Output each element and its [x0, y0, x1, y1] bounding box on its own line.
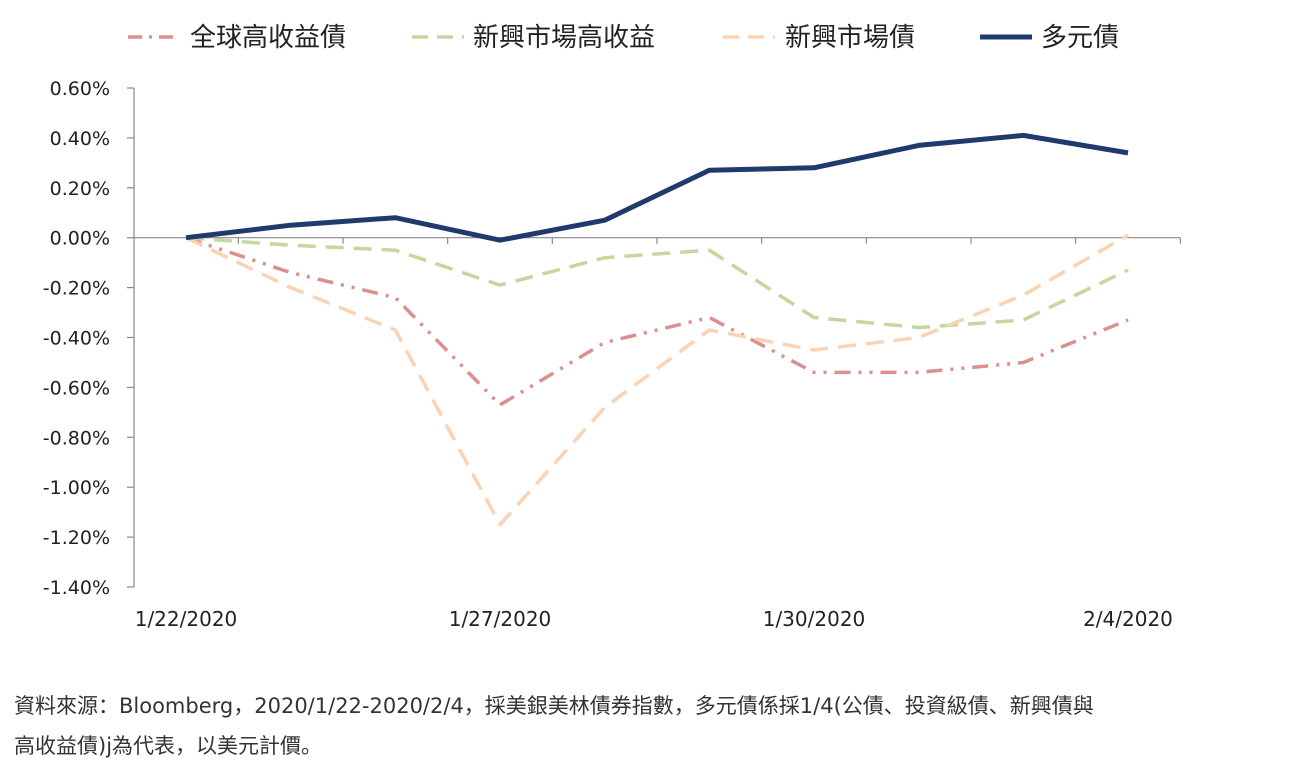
line-chart: 全球高收益債 新興市場高收益 新興市場債 多元債 0.60% 0.40% 0.20% 0.0…	[43, 23, 1181, 631]
legend-label: 新興市場債	[785, 23, 915, 53]
source-footnote: 資料來源：Bloomberg，2020/1/22-2020/2/4，採美銀美林債…	[14, 686, 1304, 766]
series-4	[185, 132, 1129, 243]
series-line	[185, 233, 1129, 527]
footnote-line-1: 資料來源：Bloomberg，2020/1/22-2020/2/4，採美銀美林債…	[14, 694, 1094, 718]
y-tick-label: -0.20%	[43, 278, 110, 300]
x-tick-label: 1/30/2020	[763, 607, 866, 631]
series-line	[185, 235, 1129, 330]
legend-item: 多元債	[980, 23, 1119, 53]
axes	[133, 88, 1180, 587]
x-tick-label: 1/27/2020	[449, 607, 552, 631]
y-tick-label: -0.80%	[43, 427, 110, 449]
series-1	[185, 236, 1129, 407]
legend: 全球高收益債 新興市場高收益 新興市場債 多元債	[128, 23, 1119, 53]
series-2	[185, 235, 1129, 330]
y-tick-label: 0.60%	[50, 78, 110, 100]
series-3	[185, 233, 1129, 527]
x-tick-label: 1/22/2020	[135, 607, 238, 631]
legend-item: 全球高收益債	[128, 23, 346, 53]
y-axis-ticks: 0.60% 0.40% 0.20% 0.00% -0.20% -0.40% -0.60% -0…	[43, 78, 134, 599]
series-line	[185, 236, 1129, 407]
y-tick-label: -1.40%	[43, 577, 110, 599]
y-tick-label: -0.60%	[43, 377, 110, 399]
legend-item: 新興市場債	[723, 23, 915, 53]
footnote-line-2: 高收益債)j為代表，以美元計價。	[14, 734, 323, 758]
x-axis-ticks: 1/22/2020 1/27/2020 1/30/2020 2/4/2020	[135, 237, 1181, 631]
y-tick-label: 0.40%	[50, 128, 110, 150]
series-line	[185, 132, 1129, 243]
y-tick-label: -0.40%	[43, 328, 110, 350]
y-tick-label: 0.20%	[50, 178, 110, 200]
y-tick-label: 0.00%	[50, 228, 110, 250]
legend-label: 多元債	[1041, 23, 1119, 53]
y-tick-label: -1.00%	[43, 477, 110, 499]
legend-label: 全球高收益債	[190, 23, 346, 53]
legend-item: 新興市場高收益	[412, 23, 655, 53]
x-tick-label: 2/4/2020	[1083, 607, 1173, 631]
y-tick-label: -1.20%	[43, 527, 110, 549]
legend-label: 新興市場高收益	[473, 23, 655, 53]
series-group	[185, 132, 1129, 527]
